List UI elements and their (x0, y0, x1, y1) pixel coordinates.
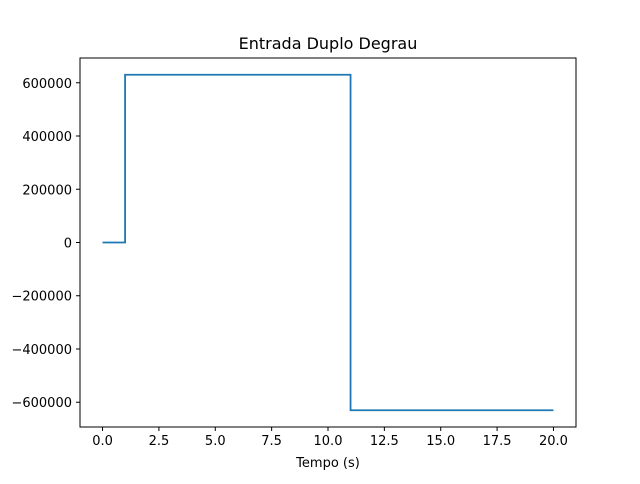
x-tick-label: 10.0 (314, 434, 343, 449)
x-tick-label: 12.5 (370, 434, 399, 449)
series-layer (102, 73, 554, 412)
x-axis-ticks: 0.0 2.5 5.0 7.5 10.0 12.5 15.0 17.5 20.0 (92, 427, 568, 449)
y-tick-label: 400000 (22, 130, 72, 145)
plot-frame (79, 57, 577, 428)
y-tick-label: −400000 (11, 343, 72, 358)
plot-area (80, 58, 576, 427)
x-tick-label: 7.5 (261, 434, 282, 449)
x-tick-label: 20.0 (539, 434, 568, 449)
y-tick-label: −200000 (11, 290, 72, 305)
y-tick-label: −600000 (11, 396, 72, 411)
x-tick-label: 15.0 (426, 434, 455, 449)
y-tick-label: 200000 (22, 183, 72, 198)
x-tick-label: 0.0 (92, 434, 113, 449)
series-line-1 (102, 73, 554, 412)
y-tick-label: 0 (64, 237, 72, 252)
y-tick-label: 600000 (22, 77, 72, 92)
chart-title: Entrada Duplo Degrau (239, 34, 418, 53)
x-tick-label: 17.5 (483, 434, 512, 449)
y-axis-ticks: 600000 400000 200000 0 −200000 −400000 −600000 (11, 77, 80, 411)
x-tick-label: 2.5 (149, 434, 170, 449)
x-axis-label: Tempo (s) (295, 456, 360, 471)
x-tick-label: 5.0 (205, 434, 226, 449)
